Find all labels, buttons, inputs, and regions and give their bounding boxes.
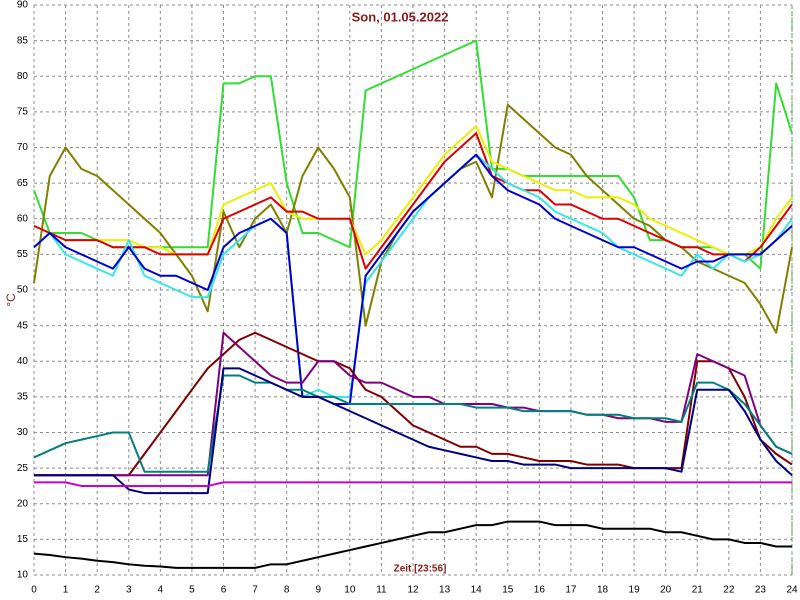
y-tick-label: 35 [17,392,29,403]
x-tick-label: 24 [786,585,798,596]
y-tick-label: 25 [17,463,29,474]
x-tick-label: 19 [629,585,641,596]
x-tick-label: 20 [660,585,672,596]
y-tick-label: 55 [17,249,29,260]
x-tick-label: 8 [284,585,290,596]
y-tick-label: 90 [17,0,29,11]
x-tick-label: 17 [565,585,577,596]
y-tick-label: 15 [17,534,29,545]
x-tick-label: 14 [471,585,483,596]
x-tick-label: 22 [723,585,735,596]
x-tick-label: 15 [502,585,514,596]
y-tick-label: 40 [17,356,29,367]
x-tick-label: 13 [439,585,451,596]
series-line [33,374,793,473]
y-tick-label: 50 [17,285,29,296]
y-tick-label: 65 [17,178,29,189]
x-tick-label: 21 [692,585,704,596]
x-tick-label: 18 [597,585,609,596]
x-tick-label: 2 [94,585,100,596]
y-axis-label: °C [4,293,18,307]
chart-title: Son, 01.05.2022 [352,9,449,24]
y-tick-label: 30 [17,427,29,438]
x-tick-label: 7 [252,585,258,596]
x-tick-label: 23 [755,585,767,596]
y-tick-label: 45 [17,320,29,331]
series-line [33,132,793,270]
x-tick-label: 4 [158,585,164,596]
x-tick-label: 12 [407,585,419,596]
x-tick-label: 6 [221,585,227,596]
y-tick-label: 60 [17,213,29,224]
x-tick-label: 1 [63,585,69,596]
x-tick-label: 0 [31,585,37,596]
series-line [33,125,793,256]
y-tick-label: 20 [17,498,29,509]
y-tick-label: 75 [17,107,29,118]
series-line [33,153,793,398]
y-tick-label: 70 [17,142,29,153]
x-tick-label: 16 [534,585,546,596]
y-tick-label: 85 [17,35,29,46]
series-line [33,520,792,569]
x-tick-label: 10 [344,585,356,596]
series-line [33,153,793,405]
series-line [34,331,793,477]
x-axis-label: Zeit [23:56] [394,564,447,575]
x-tick-label: 11 [376,585,387,596]
x-tick-label: 3 [126,585,132,596]
series-line [34,367,793,495]
y-tick-label: 10 [17,570,29,581]
series-line [34,481,792,487]
x-tick-label: 9 [315,585,321,596]
x-tick-label: 5 [189,585,195,596]
y-tick-label: 80 [17,71,29,82]
